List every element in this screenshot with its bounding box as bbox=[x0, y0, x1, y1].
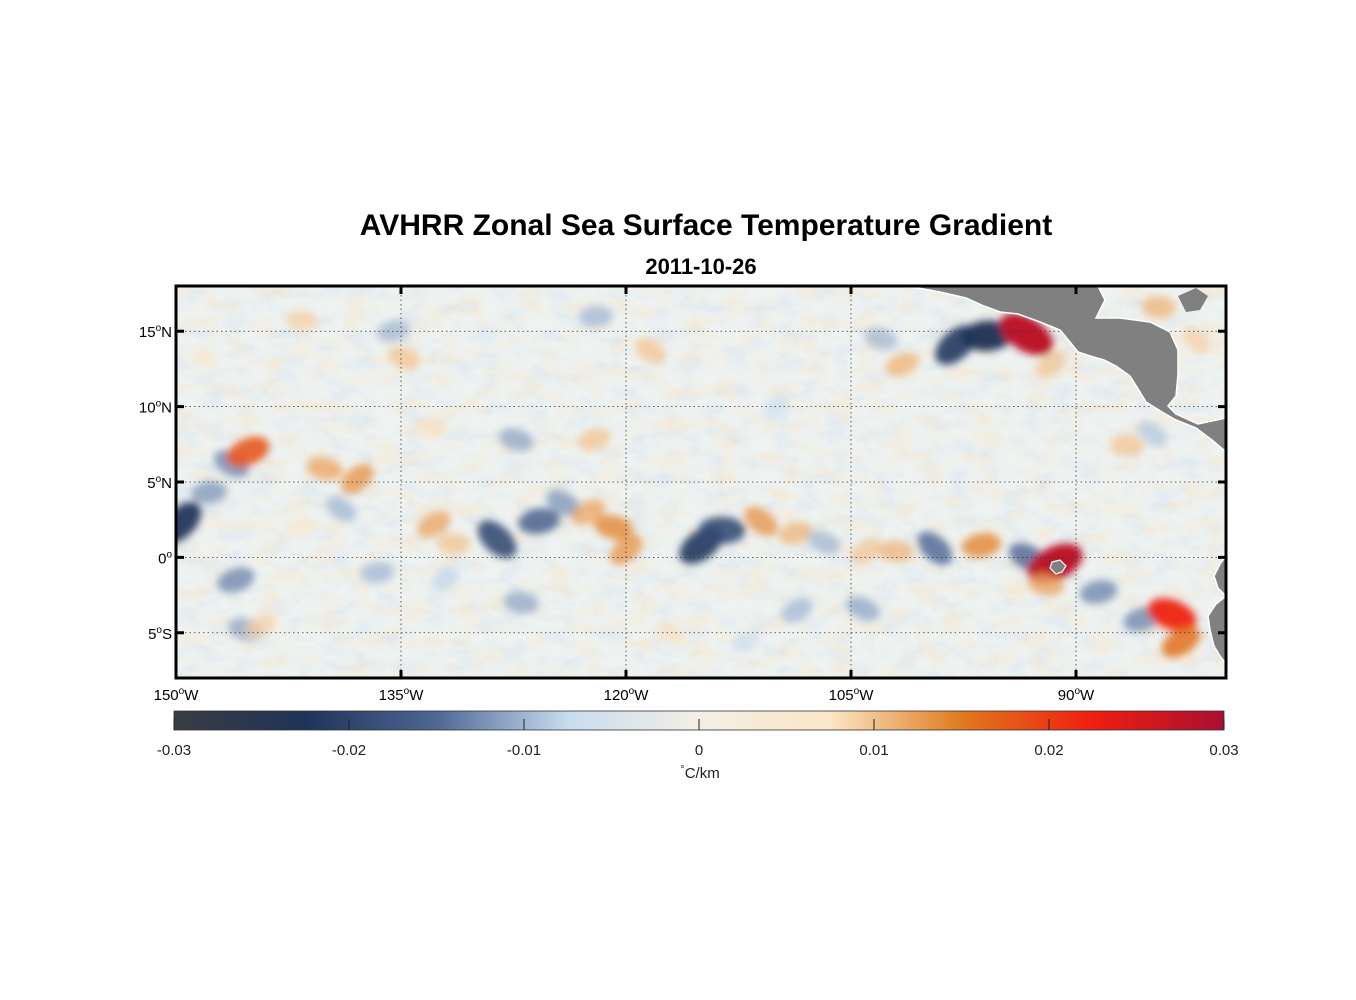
gradient-feature bbox=[517, 508, 561, 535]
unit-degree: ° bbox=[680, 764, 684, 776]
gradient-feature bbox=[807, 530, 841, 554]
gradient-feature bbox=[190, 481, 228, 504]
gradient-feature bbox=[917, 531, 953, 565]
gradient-feature bbox=[387, 346, 421, 371]
gradient-feature bbox=[571, 499, 606, 525]
gradient-feature bbox=[360, 561, 394, 584]
gradient-feature bbox=[341, 463, 374, 495]
gradient-feature bbox=[1140, 296, 1177, 319]
unit-text: C/km bbox=[685, 765, 720, 782]
lon-tick-label: 120oW bbox=[604, 686, 650, 704]
gradient-feature bbox=[1110, 435, 1144, 457]
gradient-feature bbox=[1147, 598, 1197, 632]
land-yucatan-fragment bbox=[1178, 288, 1208, 312]
lat-tick-label: 15oN bbox=[139, 323, 172, 341]
map-ticks: 15oN 10oN 5oN 0o 5oS 150oW 135oW 120oW 105oW 90oW bbox=[139, 286, 1226, 704]
land-central-america bbox=[897, 286, 1226, 453]
lat-tick-label: 5oS bbox=[148, 625, 172, 643]
colorbar: -0.03 -0.02 -0.01 0 0.01 0.02 0.03 °C/km bbox=[157, 710, 1239, 782]
gradient-feature bbox=[744, 506, 778, 537]
lat-tick-label: 5oN bbox=[147, 474, 172, 492]
map-subtitle: 2011-10-26 bbox=[645, 254, 756, 279]
gradient-feature bbox=[325, 496, 357, 523]
colorbar-ticks: -0.03 -0.02 -0.01 0 0.01 0.02 0.03 bbox=[157, 719, 1239, 759]
gradient-feature bbox=[864, 327, 898, 350]
gradient-feature bbox=[778, 521, 813, 545]
lat-tick-label: 0o bbox=[158, 549, 172, 567]
colorbar-tick-label: 0.03 bbox=[1209, 742, 1238, 759]
map-title: AVHRR Zonal Sea Surface Temperature Grad… bbox=[360, 209, 1052, 242]
colorbar-tick-label: -0.01 bbox=[507, 742, 541, 759]
gradient-feature bbox=[731, 631, 761, 653]
gradient-feature bbox=[285, 310, 319, 331]
colorbar-unit: °C/km bbox=[680, 764, 719, 782]
colorbar-tick-label: 0.02 bbox=[1034, 742, 1063, 759]
gradient-features bbox=[176, 296, 1210, 658]
lon-tick-label: 90oW bbox=[1058, 686, 1095, 704]
gradient-feature bbox=[1138, 421, 1167, 447]
gradient-feature bbox=[432, 565, 460, 592]
gradient-feature bbox=[1161, 626, 1201, 658]
gradient-feature bbox=[415, 417, 447, 439]
lon-tick-label: 150oW bbox=[154, 686, 200, 704]
colorbar-tick-label: -0.03 bbox=[157, 742, 191, 759]
gradient-feature bbox=[436, 533, 471, 555]
lon-tick-label: 135oW bbox=[379, 686, 425, 704]
gradient-feature bbox=[176, 501, 202, 544]
gradient-feature bbox=[961, 533, 1002, 558]
colorbar-tick-label: 0 bbox=[695, 742, 703, 759]
gradient-feature bbox=[226, 436, 270, 468]
gradient-feature bbox=[1027, 572, 1065, 597]
lat-tick-label: 10oN bbox=[139, 399, 172, 417]
land-south-america bbox=[1207, 554, 1226, 666]
gradient-feature bbox=[1182, 327, 1210, 354]
map-panel bbox=[176, 286, 1226, 678]
gradient-feature bbox=[698, 516, 746, 544]
colorbar-tick-label: -0.02 bbox=[332, 742, 366, 759]
gradient-feature bbox=[878, 540, 914, 563]
gradient-feature bbox=[417, 510, 451, 538]
gradient-feature bbox=[284, 518, 314, 537]
gradient-feature bbox=[503, 591, 539, 614]
colorbar-tick-label: 0.01 bbox=[859, 742, 888, 759]
gradient-feature bbox=[217, 567, 255, 593]
gradient-feature bbox=[578, 428, 611, 452]
gradient-feature bbox=[885, 352, 919, 377]
gradient-feature bbox=[545, 489, 581, 517]
gradient-feature bbox=[634, 338, 666, 364]
lon-tick-label: 105oW bbox=[829, 686, 875, 704]
gradient-feature bbox=[306, 456, 343, 481]
gradient-feature bbox=[193, 346, 219, 370]
gradient-feature bbox=[781, 598, 813, 623]
gradient-feature bbox=[846, 596, 880, 622]
gradient-feature bbox=[1035, 351, 1066, 378]
gradient-feature bbox=[499, 428, 534, 452]
gradient-feature bbox=[477, 520, 517, 559]
gradient-feature bbox=[999, 313, 1054, 356]
gradient-feature bbox=[1079, 580, 1118, 604]
gradient-feature bbox=[594, 514, 634, 540]
gradient-feature bbox=[579, 305, 613, 327]
land-galapagos bbox=[1049, 559, 1067, 575]
